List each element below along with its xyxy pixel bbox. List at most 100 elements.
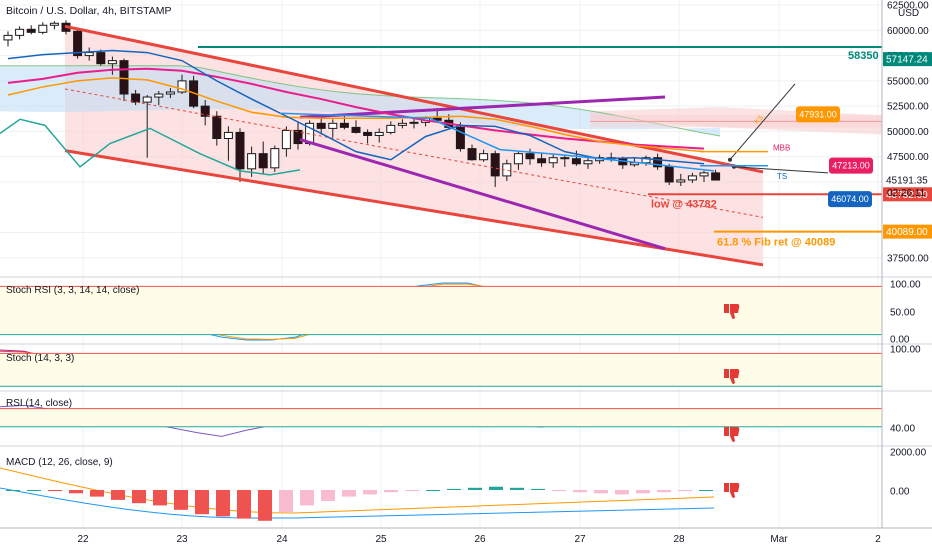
candle — [293, 129, 303, 145]
candle — [154, 93, 164, 98]
indicator-tick-label: 40.00 — [890, 424, 915, 435]
macd-histogram-bar — [405, 490, 419, 492]
pane-band-2 — [0, 408, 882, 427]
indicator-name: Stoch RSI (3, 3, 14, 14, close) — [6, 285, 139, 296]
candle — [328, 122, 338, 129]
purple-resistance-line — [299, 95, 666, 119]
time-tick-label: 26 — [474, 534, 486, 545]
countdown-label: 02:26:11 — [887, 188, 926, 199]
macd-line — [0, 487, 715, 519]
symbol-title: Bitcoin / U.S. Dollar, 4h, BITSTAMP — [6, 5, 172, 17]
orange-ma-line — [7, 77, 705, 153]
price-label-text: 43782.00 — [886, 190, 928, 201]
candle — [479, 153, 489, 161]
magenta-ma-line — [7, 67, 705, 150]
price-tick-label: 37500.00 — [887, 253, 929, 264]
candle — [351, 126, 361, 133]
indicator-tick-label: 0.00 — [890, 487, 910, 498]
macd-histogram-bar — [342, 490, 356, 497]
time-tick-label: 24 — [276, 534, 288, 545]
kijun-line — [7, 49, 705, 165]
macd-histogram-bar — [300, 490, 314, 506]
channel-lower-line — [64, 149, 764, 267]
macd-histogram-bar — [384, 490, 398, 493]
callout-leader-2 — [733, 166, 829, 174]
candle — [107, 60, 117, 65]
indicator-name: MACD (12, 26, close, 9) — [6, 457, 113, 468]
callout-box — [829, 157, 873, 174]
candle — [409, 121, 419, 124]
callout-leader-1 — [729, 83, 796, 161]
price-label-box — [883, 173, 932, 188]
macd-histogram-bar — [237, 490, 251, 519]
macd-histogram-bar — [258, 490, 272, 521]
macd-histogram-bar — [174, 490, 188, 510]
macd-histogram-bar — [594, 490, 608, 494]
candle — [212, 115, 222, 139]
candle — [15, 28, 25, 36]
candle — [455, 126, 465, 150]
thumbs-down-icon — [724, 369, 740, 384]
price-label-box — [883, 52, 932, 67]
candle — [653, 157, 663, 168]
channel-mid-line — [64, 88, 764, 218]
candle — [177, 80, 187, 93]
macd-histogram-bar — [90, 490, 104, 497]
candle — [131, 93, 141, 103]
macd-histogram-bar — [27, 490, 41, 491]
macd-histogram-bar — [657, 490, 671, 493]
time-tick-label: 2 — [875, 534, 881, 545]
macd-histogram-bar — [153, 490, 167, 506]
annotation-low: low @ 43782 — [651, 198, 717, 210]
candle — [467, 148, 477, 161]
candle — [200, 105, 210, 117]
candle — [165, 91, 175, 95]
thumbs-down-icon — [724, 427, 740, 442]
macd-histogram-bar — [531, 488, 545, 490]
macd-histogram-bar — [195, 490, 209, 515]
indicator-name: RSI (14, close) — [6, 398, 72, 409]
indicator-tick-label: 50.00 — [890, 308, 915, 319]
thumbs-down-icon — [724, 304, 740, 319]
annotation-ts: TS — [777, 172, 787, 181]
callout-box — [796, 106, 840, 123]
indicator-name: Stoch (14, 3, 3) — [6, 353, 74, 364]
candle — [316, 122, 326, 129]
candle — [513, 153, 523, 165]
macd-histogram-bar — [111, 490, 125, 500]
time-tick-label: 25 — [375, 534, 387, 545]
candle — [490, 153, 500, 177]
candle — [3, 34, 13, 41]
time-tick-label: 28 — [673, 534, 685, 545]
channel-upper-line — [64, 24, 764, 174]
candle — [38, 24, 48, 33]
macd-histogram-bar — [552, 490, 566, 492]
lagging-span-line — [0, 118, 301, 176]
macd-histogram-bar — [447, 488, 461, 490]
candle — [142, 96, 152, 103]
macd-histogram-bar — [216, 490, 230, 517]
macd-histogram-bar — [363, 490, 377, 495]
macd-histogram-bar — [468, 487, 482, 490]
candle — [699, 172, 709, 177]
pane-band-1 — [0, 353, 882, 387]
time-tick-label: 27 — [574, 534, 586, 545]
candle — [583, 160, 593, 165]
callout-dot-1 — [728, 157, 732, 162]
macd-histogram-bar — [510, 487, 524, 490]
candle — [270, 148, 280, 169]
annotation-fib: 61.8 % Fib ret @ 40089 — [717, 237, 835, 249]
price-label-text: 45191.35 — [886, 176, 928, 187]
candle — [571, 158, 581, 165]
candle — [560, 157, 570, 160]
macd-histogram-bar — [615, 490, 629, 495]
currency-label: USD — [898, 8, 920, 19]
indicator-tick-label: 2000.00 — [890, 448, 927, 459]
price-tick-label: 62500.00 — [887, 1, 929, 12]
macd-histogram-bar — [279, 490, 293, 512]
candle — [96, 52, 106, 65]
time-tick-label: 23 — [176, 534, 188, 545]
price-tick-label: 47500.00 — [887, 152, 929, 163]
